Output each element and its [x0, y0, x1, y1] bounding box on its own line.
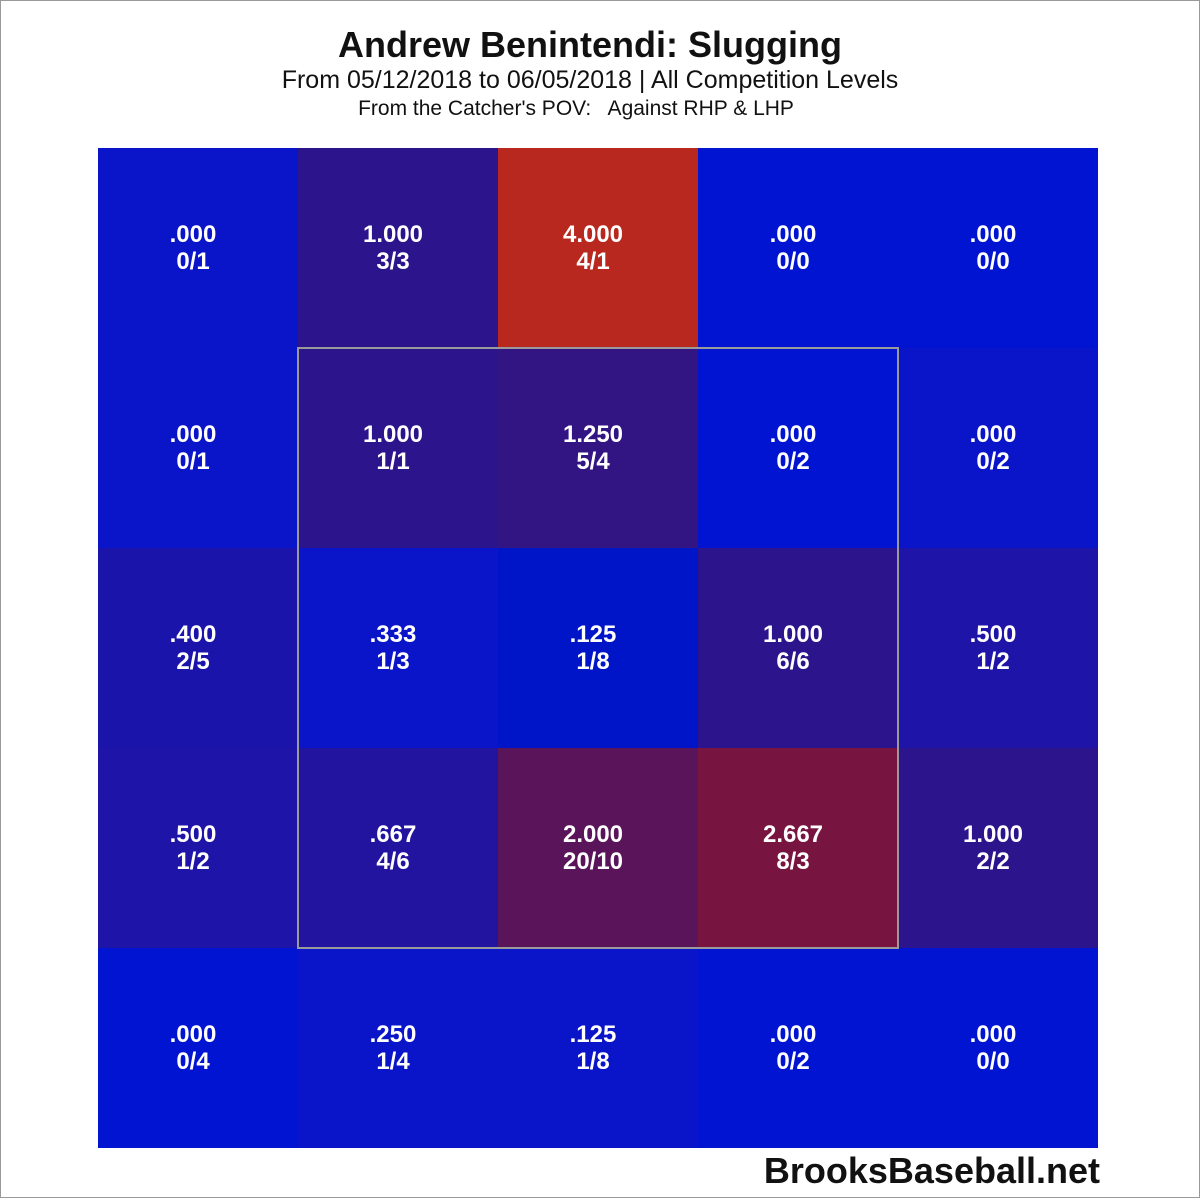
zone-slg-label: .000 — [970, 1021, 1017, 1048]
zone-slg-label: 1.250 — [563, 421, 623, 448]
zone-slg-label: .000 — [170, 421, 217, 448]
zone-ratio-label: 8/3 — [776, 848, 809, 875]
zone-slg-label: .400 — [170, 621, 217, 648]
zone-cell-r1-c4 — [698, 148, 898, 348]
zone-ratio-label: 0/4 — [176, 1048, 210, 1075]
zone-ratio-label: 3/3 — [376, 248, 409, 275]
zone-slg-label: .000 — [770, 1021, 817, 1048]
zone-slg-label: 1.000 — [963, 821, 1023, 848]
zone-ratio-label: 20/10 — [563, 848, 623, 875]
zone-cell-r2-c2 — [298, 348, 498, 548]
zone-cell-r4-c3 — [498, 748, 698, 948]
zone-cell-r1-c3 — [498, 148, 698, 348]
zone-ratio-label: 1/4 — [376, 1048, 410, 1075]
zone-cell-r3-c5 — [898, 548, 1098, 748]
zone-ratio-label: 6/6 — [776, 648, 809, 675]
chart-title: Andrew Benintendi: Slugging — [338, 24, 842, 65]
zone-cell-r2-c5 — [898, 348, 1098, 548]
zone-ratio-label: 0/1 — [176, 248, 209, 275]
zone-cell-r5-c2 — [298, 948, 498, 1148]
zone-ratio-label: 1/2 — [976, 648, 1009, 675]
zone-ratio-label: 0/1 — [176, 448, 209, 475]
zone-cell-r5-c3 — [498, 948, 698, 1148]
zone-ratio-label: 0/0 — [976, 1048, 1009, 1075]
zone-ratio-label: 1/8 — [576, 648, 609, 675]
zone-cell-r4-c4 — [698, 748, 898, 948]
chart-subtitle: From 05/12/2018 to 06/05/2018 | All Comp… — [281, 66, 899, 94]
zone-ratio-label: 0/2 — [776, 1048, 809, 1075]
zone-slg-label: .000 — [170, 1021, 217, 1048]
zone-ratio-label: 4/1 — [576, 248, 609, 275]
zone-ratio-label: 0/2 — [976, 448, 1009, 475]
zone-slg-label: .667 — [370, 821, 417, 848]
zone-ratio-label: 0/0 — [776, 248, 809, 275]
zone-cell-r2-c4 — [698, 348, 898, 548]
zone-slg-label: .500 — [970, 621, 1017, 648]
zone-ratio-label: 2/5 — [176, 648, 209, 675]
zone-ratio-label: 0/2 — [776, 448, 809, 475]
zone-cell-r4-c5 — [898, 748, 1098, 948]
zone-ratio-label: 1/8 — [576, 1048, 609, 1075]
brooks-watermark: BrooksBaseball.net — [763, 1150, 1100, 1191]
zone-slg-label: .125 — [570, 621, 617, 648]
zone-slg-label: 2.000 — [563, 821, 623, 848]
zone-slg-label: .000 — [770, 421, 817, 448]
zone-slg-label: .000 — [970, 421, 1017, 448]
zone-slg-label: .000 — [170, 221, 217, 248]
zone-cell-r5-c5 — [898, 948, 1098, 1148]
zone-cell-r4-c1 — [98, 748, 298, 948]
zone-slg-label: 4.000 — [563, 221, 623, 248]
zone-slg-label: .000 — [770, 221, 817, 248]
zone-cell-r1-c2 — [298, 148, 498, 348]
zone-ratio-label: 1/2 — [176, 848, 209, 875]
zone-slg-label: .500 — [170, 821, 217, 848]
zone-cell-r3-c4 — [698, 548, 898, 748]
zone-cell-r3-c1 — [98, 548, 298, 748]
strike-zone-outline — [297, 347, 899, 949]
zone-cell-r1-c1 — [98, 148, 298, 348]
zone-cell-r4-c2 — [298, 748, 498, 948]
zone-ratio-label: 4/6 — [376, 848, 409, 875]
zone-slg-label: 1.000 — [363, 421, 423, 448]
zone-slg-label: 1.000 — [363, 221, 423, 248]
zone-slg-label: .000 — [970, 221, 1017, 248]
zone-slg-label: .125 — [570, 1021, 617, 1048]
chart-pov-note: From the Catcher's POV: Against RHP & LH… — [358, 97, 794, 120]
zone-cell-r3-c3 — [498, 548, 698, 748]
zone-cell-r1-c5 — [898, 148, 1098, 348]
zone-ratio-label: 1/1 — [376, 448, 409, 475]
zone-ratio-label: 0/0 — [976, 248, 1009, 275]
zone-ratio-label: 1/3 — [376, 648, 409, 675]
zone-cell-r5-c1 — [98, 948, 298, 1148]
zone-cell-r3-c2 — [298, 548, 498, 748]
zone-slg-label: 1.000 — [763, 621, 823, 648]
zone-cell-r5-c4 — [698, 948, 898, 1148]
zone-slg-label: .250 — [370, 1021, 417, 1048]
zone-ratio-label: 5/4 — [576, 448, 610, 475]
zone-slg-label: 2.667 — [763, 821, 823, 848]
zone-cell-r2-c1 — [98, 348, 298, 548]
zone-ratio-label: 2/2 — [976, 848, 1009, 875]
zone-slg-label: .333 — [370, 621, 417, 648]
zone-cell-r2-c3 — [498, 348, 698, 548]
